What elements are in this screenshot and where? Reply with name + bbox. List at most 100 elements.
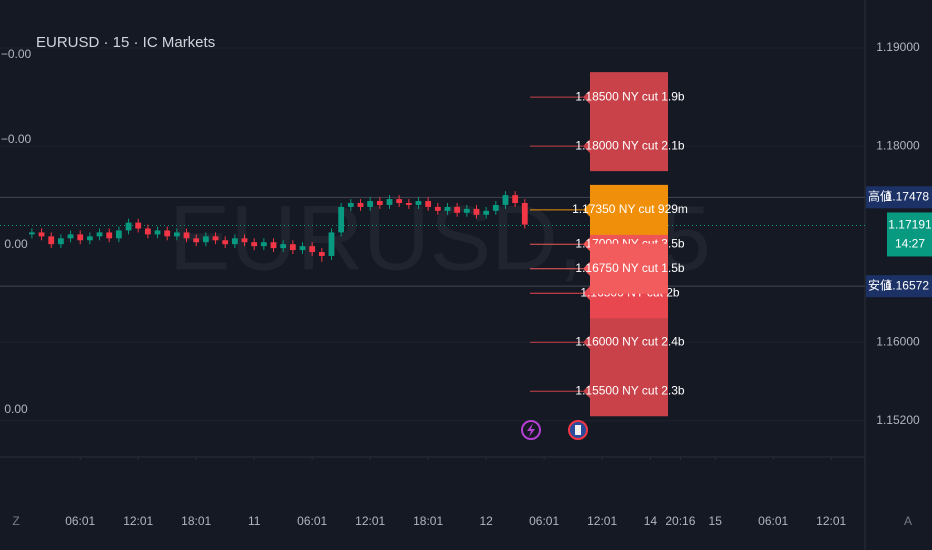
candle-body (67, 234, 74, 239)
candle-body (96, 232, 103, 237)
y-tick-label: 1.18000 (876, 138, 920, 152)
flag-glyph (575, 425, 581, 435)
price-badge (866, 186, 932, 209)
x-tick-label: 20:16 (665, 514, 695, 528)
candle-body (57, 238, 64, 245)
candle-body (338, 206, 345, 233)
candle-body (483, 210, 490, 215)
candle-body (77, 234, 84, 241)
annotation-label: 1.17350 NY cut 929m (572, 202, 688, 216)
candle-body (425, 201, 432, 207)
x-tick-label: 18:01 (413, 514, 443, 528)
candle-body (48, 236, 55, 245)
timezone-button[interactable]: Z (12, 514, 19, 528)
x-tick-label: 06:01 (529, 514, 559, 528)
current-price-badge (887, 212, 932, 257)
annotation-label: 1.16750 NY cut 1.5b (575, 261, 685, 275)
candle-body (86, 236, 93, 241)
price-tag: 安値 (868, 277, 892, 292)
candle-body (405, 203, 412, 205)
x-tick-label: 18:01 (181, 514, 211, 528)
annotation-label: 1.18500 NY cut 1.9b (575, 89, 685, 103)
annotation-box (583, 121, 668, 172)
countdown: 14:27 (895, 237, 925, 251)
candle-body (106, 232, 113, 239)
event-icon-glyph (527, 423, 535, 437)
candle-body (473, 208, 480, 215)
candle-body (251, 242, 258, 247)
candle-body (115, 230, 122, 239)
candle-body (28, 232, 35, 235)
x-tick-label: 12:01 (355, 514, 385, 528)
x-tick-label: 15 (709, 514, 723, 528)
x-tick-label: 14 (644, 514, 658, 528)
candle-body (270, 242, 277, 249)
candle-body (434, 206, 441, 211)
annotation-label: 1.15500 NY cut 2.3b (575, 383, 685, 397)
candle-body (164, 230, 171, 237)
candle-body (318, 252, 325, 256)
price-label: 1.16572 (886, 278, 930, 292)
candle-body (502, 195, 509, 205)
x-tick-label: 12 (479, 514, 493, 528)
event-icon[interactable] (521, 420, 541, 440)
candle-body (222, 240, 229, 245)
x-tick-label: 06:01 (297, 514, 327, 528)
indicator-axis-label: −0.00 (1, 132, 32, 146)
candle-body (154, 230, 161, 235)
annotation-box (583, 366, 668, 417)
candle-body (415, 201, 422, 205)
current-price-label: 1.17191 (888, 218, 932, 232)
candle-body (367, 201, 374, 207)
candle-body (512, 195, 519, 204)
price-badge (866, 275, 932, 298)
indicator-axis-label: 0.00 (4, 402, 28, 416)
candle-body (309, 246, 316, 253)
x-tick-label: 06:01 (758, 514, 788, 528)
candle-body (144, 228, 151, 235)
candle-body (231, 238, 238, 245)
candle-body (260, 242, 267, 247)
candle-body (289, 244, 296, 251)
chart-title: EURUSD · 15 · IC Markets (36, 34, 215, 51)
y-tick-label: 1.15200 (876, 413, 920, 427)
x-tick-label: 12:01 (816, 514, 846, 528)
candle-body (241, 238, 248, 243)
auto-scale-button[interactable]: A (904, 514, 912, 528)
candle-body (347, 203, 354, 207)
candle-body (492, 204, 499, 211)
candle-body (135, 222, 142, 229)
price-label: 1.17478 (886, 189, 930, 203)
candle-body (444, 206, 451, 211)
candle-body (183, 232, 190, 239)
candle-body (454, 206, 461, 213)
candle-body (202, 236, 209, 243)
x-tick-label: 12:01 (587, 514, 617, 528)
candle-body (328, 232, 335, 256)
y-tick-label: 1.19000 (876, 40, 920, 54)
candle-body (357, 203, 364, 207)
candle-body (376, 201, 383, 205)
candle-body (193, 238, 200, 243)
x-tick-label: 11 (248, 514, 261, 528)
annotation-label: 1.16000 NY cut 2.4b (575, 334, 685, 348)
y-tick-label: 1.16000 (876, 334, 920, 348)
candle-body (521, 203, 528, 225)
candle-body (463, 208, 470, 213)
price-tag: 高値 (868, 188, 892, 203)
candle-body (38, 232, 45, 237)
candle-body (173, 232, 180, 237)
x-tick-label: 12:01 (123, 514, 153, 528)
annotation-box (583, 317, 668, 368)
candle-body (396, 199, 403, 204)
annotation-box (583, 243, 668, 294)
candle-body (299, 246, 306, 251)
candle-body (280, 244, 287, 249)
x-tick-label: 06:01 (65, 514, 95, 528)
indicator-axis-label: 0.00 (4, 237, 28, 251)
indicator-axis-label: −0.00 (1, 47, 32, 61)
annotation-box (583, 72, 668, 123)
